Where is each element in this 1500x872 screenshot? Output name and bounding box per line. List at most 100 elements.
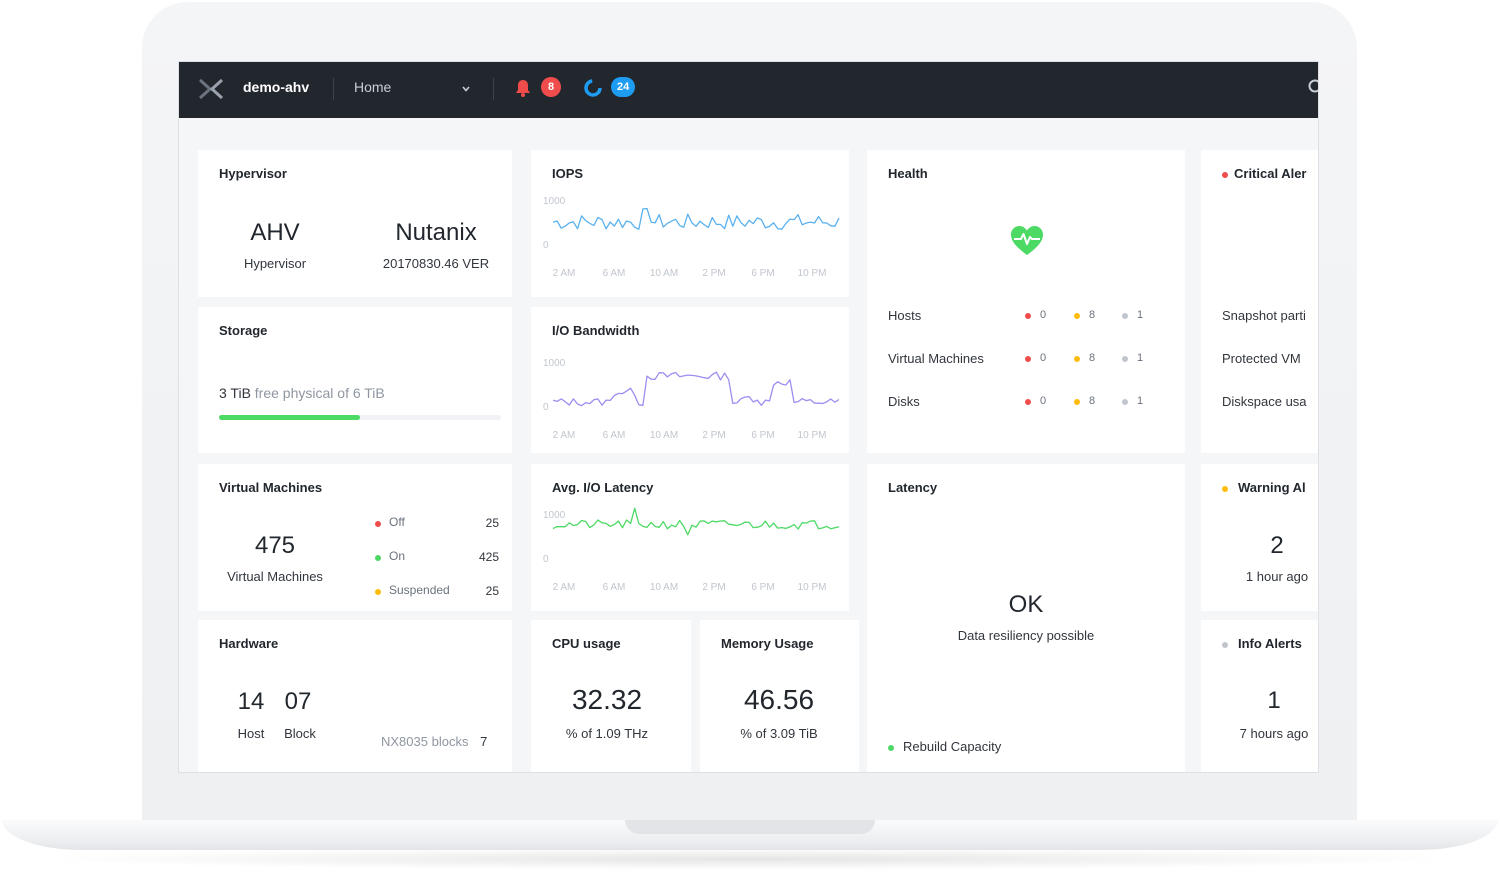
latency-status-text: Data resiliency possible [957, 628, 1095, 643]
rebuild-capacity-label: Rebuild Capacity [903, 739, 1002, 754]
status-dot-icon [1122, 356, 1128, 362]
health-widget[interactable]: Health Hosts 0 8 1 Virtual Machines 0 8 1 Disks 0… [867, 150, 1185, 453]
widget-title: Latency [888, 480, 938, 495]
chart-x-tick-label: 2 PM [702, 582, 725, 593]
chart-x-tick-label: 2 PM [702, 430, 725, 441]
hardware-model-count: 7 [480, 734, 488, 749]
critical-alert-item[interactable]: Protected VM [1222, 351, 1301, 366]
chart-series-line [552, 507, 840, 536]
topbar-divider [493, 78, 494, 100]
warning-alerts-count: 2 [1270, 532, 1284, 559]
health-warning-count[interactable]: 8 [1089, 309, 1096, 321]
warning-dot-icon [1222, 485, 1228, 492]
chart-y-min-label: 0 [543, 554, 549, 565]
hardware-model-row: NX8035 blocks 7 [381, 734, 487, 749]
chevron-down-icon[interactable] [461, 84, 471, 94]
hardware-block-value: 07 [284, 688, 312, 715]
widget-title: Memory Usage [721, 636, 814, 651]
hypervisor-type-value: AHV [250, 219, 300, 246]
tasks-count-badge[interactable]: 24 [611, 77, 636, 97]
hypervisor-type-label: Hypervisor [243, 256, 307, 271]
top-navigation-bar: demo-ahv Home 8 24 [179, 62, 1318, 118]
vm-state-label: Off [389, 515, 405, 529]
chart-x-tick-label: 6 AM [603, 430, 626, 441]
warning-alerts-widget[interactable]: Warning Al 2 1 hour ago [1201, 464, 1318, 611]
widget-title: Avg. I/O Latency [552, 480, 654, 495]
iops-widget[interactable]: IOPS 1000 0 2 AM 6 AM 10 AM 2 PM 6 PM 10 PM [531, 150, 849, 297]
status-dot-icon [1025, 399, 1031, 405]
chart-x-tick-label: 10 AM [650, 582, 678, 593]
io-bandwidth-widget[interactable]: I/O Bandwidth 1000 0 2 AM 6 AM 10 AM 2 PM 6 PM… [531, 307, 849, 453]
status-dot-icon [1122, 313, 1128, 319]
hypervisor-widget[interactable]: Hypervisor AHV Hypervisor Nutanix 201708… [198, 150, 512, 297]
widget-title: Critical Aler [1234, 166, 1307, 181]
chart-y-min-label: 0 [543, 240, 549, 251]
info-alerts-count: 1 [1267, 687, 1281, 714]
chart-x-tick-label: 10 AM [650, 268, 678, 279]
alerts-count-badge[interactable]: 8 [541, 77, 561, 97]
virtual-machines-widget[interactable]: Virtual Machines 475 Virtual Machines Of… [198, 464, 512, 611]
health-warning-count[interactable]: 8 [1089, 352, 1096, 364]
health-row-label[interactable]: Disks [888, 394, 920, 409]
cpu-usage-widget[interactable]: CPU usage 32.32 % of 1.09 THz [531, 620, 691, 772]
health-warning-count[interactable]: 8 [1089, 395, 1096, 407]
bell-icon[interactable] [514, 78, 532, 98]
critical-alert-item[interactable]: Snapshot parti [1222, 308, 1306, 323]
hardware-block-label: Block [284, 726, 316, 741]
health-ok-count[interactable]: 1 [1137, 395, 1144, 407]
storage-widget[interactable]: Storage 3 TiB free physical of 6 TiB [198, 307, 512, 453]
critical-alert-item[interactable]: Diskspace usa [1222, 394, 1307, 409]
hardware-host-label: Host [237, 726, 265, 741]
vm-state-count: 425 [478, 550, 499, 564]
widget-title: Health [888, 166, 928, 181]
laptop-shadow [30, 848, 1470, 870]
health-ok-count[interactable]: 1 [1137, 309, 1144, 321]
widget-title: CPU usage [552, 636, 621, 651]
chart-y-max-label: 1000 [543, 358, 566, 369]
health-critical-count[interactable]: 0 [1040, 395, 1047, 407]
chart-y-max-label: 1000 [543, 510, 566, 521]
nav-home-select[interactable]: Home [354, 79, 392, 95]
tasks-spinner-icon[interactable] [583, 78, 603, 98]
hardware-widget[interactable]: Hardware 14 Host 07 Block NX8035 blocks … [198, 620, 512, 772]
success-dot-icon [888, 744, 894, 751]
chart-x-tick-label: 6 AM [603, 582, 626, 593]
status-dot-icon [1025, 313, 1031, 319]
avg-io-latency-widget[interactable]: Avg. I/O Latency 1000 0 2 AM 6 AM 10 AM 2 PM 6… [531, 464, 849, 611]
widget-title: Hardware [219, 636, 279, 651]
hardware-host-value: 14 [237, 688, 265, 715]
storage-free-amount: 3 TiB [219, 385, 251, 401]
critical-alerts-widget[interactable]: Critical Aler Snapshot parti Protected VM… [1201, 150, 1318, 453]
storage-usage-bar [219, 415, 360, 420]
health-row-label[interactable]: Virtual Machines [888, 351, 984, 366]
cpu-usage-value: 32.32 [571, 684, 643, 715]
avg-io-latency-line-chart[interactable]: 1000 0 2 AM 6 AM 10 AM 2 PM 6 PM 10 PM [531, 504, 849, 604]
health-ok-count[interactable]: 1 [1137, 352, 1144, 364]
widget-title: Storage [219, 323, 268, 338]
health-critical-count[interactable]: 0 [1040, 352, 1047, 364]
widget-title-row: Critical Aler [1222, 166, 1307, 181]
health-row-label[interactable]: Hosts [888, 308, 922, 323]
cpu-usage-label: % of 1.09 THz [565, 726, 649, 741]
widget-title-row: Warning Al [1222, 480, 1306, 495]
widget-title: Info Alerts [1238, 636, 1302, 651]
dashboard-screen: demo-ahv Home 8 24 Hypervisor AHV Hyperv… [178, 61, 1319, 773]
search-icon[interactable] [1307, 78, 1319, 96]
status-dot-icon [1074, 399, 1080, 405]
heart-health-icon [1011, 226, 1043, 255]
laptop-notch [625, 820, 875, 834]
memory-usage-widget[interactable]: Memory Usage 46.56 % of 3.09 TiB [700, 620, 859, 772]
chart-x-tick-label: 10 PM [798, 268, 827, 279]
chart-x-tick-label: 6 PM [751, 430, 774, 441]
io-bandwidth-line-chart[interactable]: 1000 0 2 AM 6 AM 10 AM 2 PM 6 PM 10 PM [531, 352, 849, 452]
status-dot-icon [1074, 313, 1080, 319]
vm-state-label: Suspended [389, 583, 450, 597]
latency-widget[interactable]: Latency OK Data resiliency possible Rebu… [867, 464, 1185, 772]
status-dot-icon [1074, 356, 1080, 362]
nutanix-logo-icon[interactable] [198, 78, 224, 100]
critical-dot-icon [1222, 171, 1228, 178]
health-critical-count[interactable]: 0 [1040, 309, 1047, 321]
cluster-name[interactable]: demo-ahv [243, 79, 310, 95]
info-alerts-widget[interactable]: Info Alerts 1 7 hours ago [1201, 620, 1318, 772]
iops-line-chart[interactable]: 1000 0 2 AM 6 AM 10 AM 2 PM 6 PM 10 PM [531, 190, 849, 290]
